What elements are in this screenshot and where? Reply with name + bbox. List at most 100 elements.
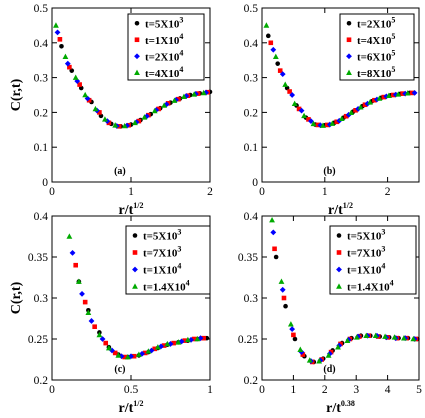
x-axis-label: r/t1/2	[119, 399, 144, 416]
data-point-series-4	[184, 336, 191, 343]
data-point-series-2	[171, 340, 176, 346]
data-point-series-2	[112, 350, 118, 356]
data-point-series-3	[289, 92, 296, 98]
data-point-series-1	[78, 85, 84, 91]
data-point-series-4	[92, 105, 99, 112]
y-tick-label: 0.1	[34, 142, 49, 154]
data-point-series-4	[291, 100, 298, 106]
x-tick-label: 0.5	[124, 384, 139, 396]
data-point-series-4	[96, 331, 103, 338]
y-tick-label: 0.3	[34, 73, 49, 85]
data-point-series-4	[161, 102, 168, 108]
data-point-series-2	[306, 117, 311, 122]
panel-a: 0 1 2 0 0.1 0.2 0.3 0.4 0.5 r/t1/2 C(r,t) (a) t=5X10…	[9, 3, 213, 218]
legend-marker-4	[132, 283, 138, 289]
y-tick-label: 0.35	[238, 252, 258, 264]
data-point-series-2	[136, 118, 142, 124]
data-point-series-2	[67, 64, 72, 70]
y-tick-label: 0.3	[244, 73, 259, 85]
data-point-series-4	[282, 81, 289, 87]
data-point-series-4	[85, 309, 92, 316]
data-point-series-4	[82, 91, 89, 98]
legend-marker-4	[346, 69, 352, 76]
data-point-series-4	[338, 115, 345, 121]
panel-label: (b)	[323, 166, 335, 177]
data-point-series-4	[164, 340, 171, 347]
data-point-series-4	[363, 332, 370, 339]
data-point-series-4	[175, 339, 182, 345]
data-point-series-4	[278, 278, 285, 284]
data-point-series-4	[132, 119, 138, 126]
data-point-series-4	[382, 333, 388, 339]
data-point-series-2	[296, 106, 302, 112]
data-points	[269, 217, 420, 365]
y-tick-label: 0.2	[34, 375, 49, 387]
legend-box	[329, 225, 417, 295]
x-tick-label: 2	[207, 186, 213, 198]
data-point-series-2	[142, 350, 148, 356]
data-point-series-4	[320, 122, 326, 128]
data-point-series-4	[401, 335, 407, 341]
legend-marker-1	[336, 233, 342, 238]
data-point-series-2	[277, 68, 283, 73]
data-point-series-2	[291, 332, 296, 338]
data-point-series-2	[272, 246, 277, 252]
legend-entry-3: t=1X104	[347, 262, 385, 277]
data-point-series-4	[306, 357, 313, 363]
data-point-series-3	[183, 93, 190, 99]
legend-box	[125, 225, 211, 295]
data-point-series-2	[343, 113, 349, 119]
legend-box	[339, 13, 415, 81]
data-point-series-4	[357, 104, 364, 110]
data-point-series-4	[385, 92, 392, 98]
panel-label: (c)	[114, 364, 125, 375]
data-point-series-1	[273, 254, 279, 260]
y-tick-label: 0.25	[238, 334, 258, 346]
data-point-series-3	[69, 250, 76, 256]
y-tick-label: 0.4	[244, 38, 259, 50]
legend-entry-4: t=1.4X104	[347, 279, 394, 294]
data-points	[263, 22, 418, 129]
data-point-series-1	[275, 61, 281, 66]
plot-frame	[261, 7, 420, 183]
data-point-series-4	[136, 351, 142, 357]
x-tick-label: 0	[49, 384, 55, 396]
legend: t=5X103 t=7X103 t=1X104 t=1.4X104	[329, 225, 417, 295]
data-point-series-3	[317, 357, 324, 364]
data-point-series-2	[161, 343, 167, 348]
data-point-series-4	[145, 348, 152, 354]
data-point-series-4	[105, 344, 112, 351]
data-point-series-4	[297, 346, 304, 352]
data-point-series-4	[53, 22, 59, 28]
legend-marker-2	[346, 37, 352, 43]
data-point-series-1	[265, 33, 271, 39]
legend-entry-3: t=2X104	[145, 48, 183, 63]
data-point-series-3	[289, 326, 296, 333]
y-tick-label: 0.2	[34, 107, 49, 119]
panel-label: (a)	[114, 166, 126, 177]
panel-b: 0 1 2 0 0.1 0.2 0.3 0.4 0.5 r/t1/2 (b) t=2X105 t=4X1…	[244, 3, 420, 218]
data-point-series-4	[272, 53, 279, 60]
x-tick-label: 1	[207, 384, 213, 396]
legend-marker-2	[132, 250, 138, 255]
y-tick-label: 0	[42, 177, 48, 189]
data-point-series-4	[191, 91, 198, 97]
data-point-series-4	[310, 120, 317, 127]
legend-marker-2	[336, 250, 342, 255]
data-point-series-2	[92, 324, 97, 329]
data-point-series-2	[131, 353, 137, 359]
y-tick-label: 0.35	[28, 252, 48, 264]
data-point-series-4	[115, 352, 122, 358]
data-point-series-4	[410, 335, 417, 342]
data-point-series-4	[353, 334, 360, 340]
data-point-series-2	[381, 94, 387, 100]
legend-entry-1: t=5X103	[143, 228, 181, 243]
data-point-series-1	[69, 68, 75, 73]
x-axis-label: r/t1/2	[328, 201, 353, 218]
data-point-series-2	[152, 346, 157, 352]
data-point-series-4	[154, 344, 161, 350]
data-point-series-2	[334, 119, 340, 125]
y-tick-label: 0.5	[244, 3, 259, 15]
legend-entry-4: t=1.4X104	[143, 279, 190, 294]
